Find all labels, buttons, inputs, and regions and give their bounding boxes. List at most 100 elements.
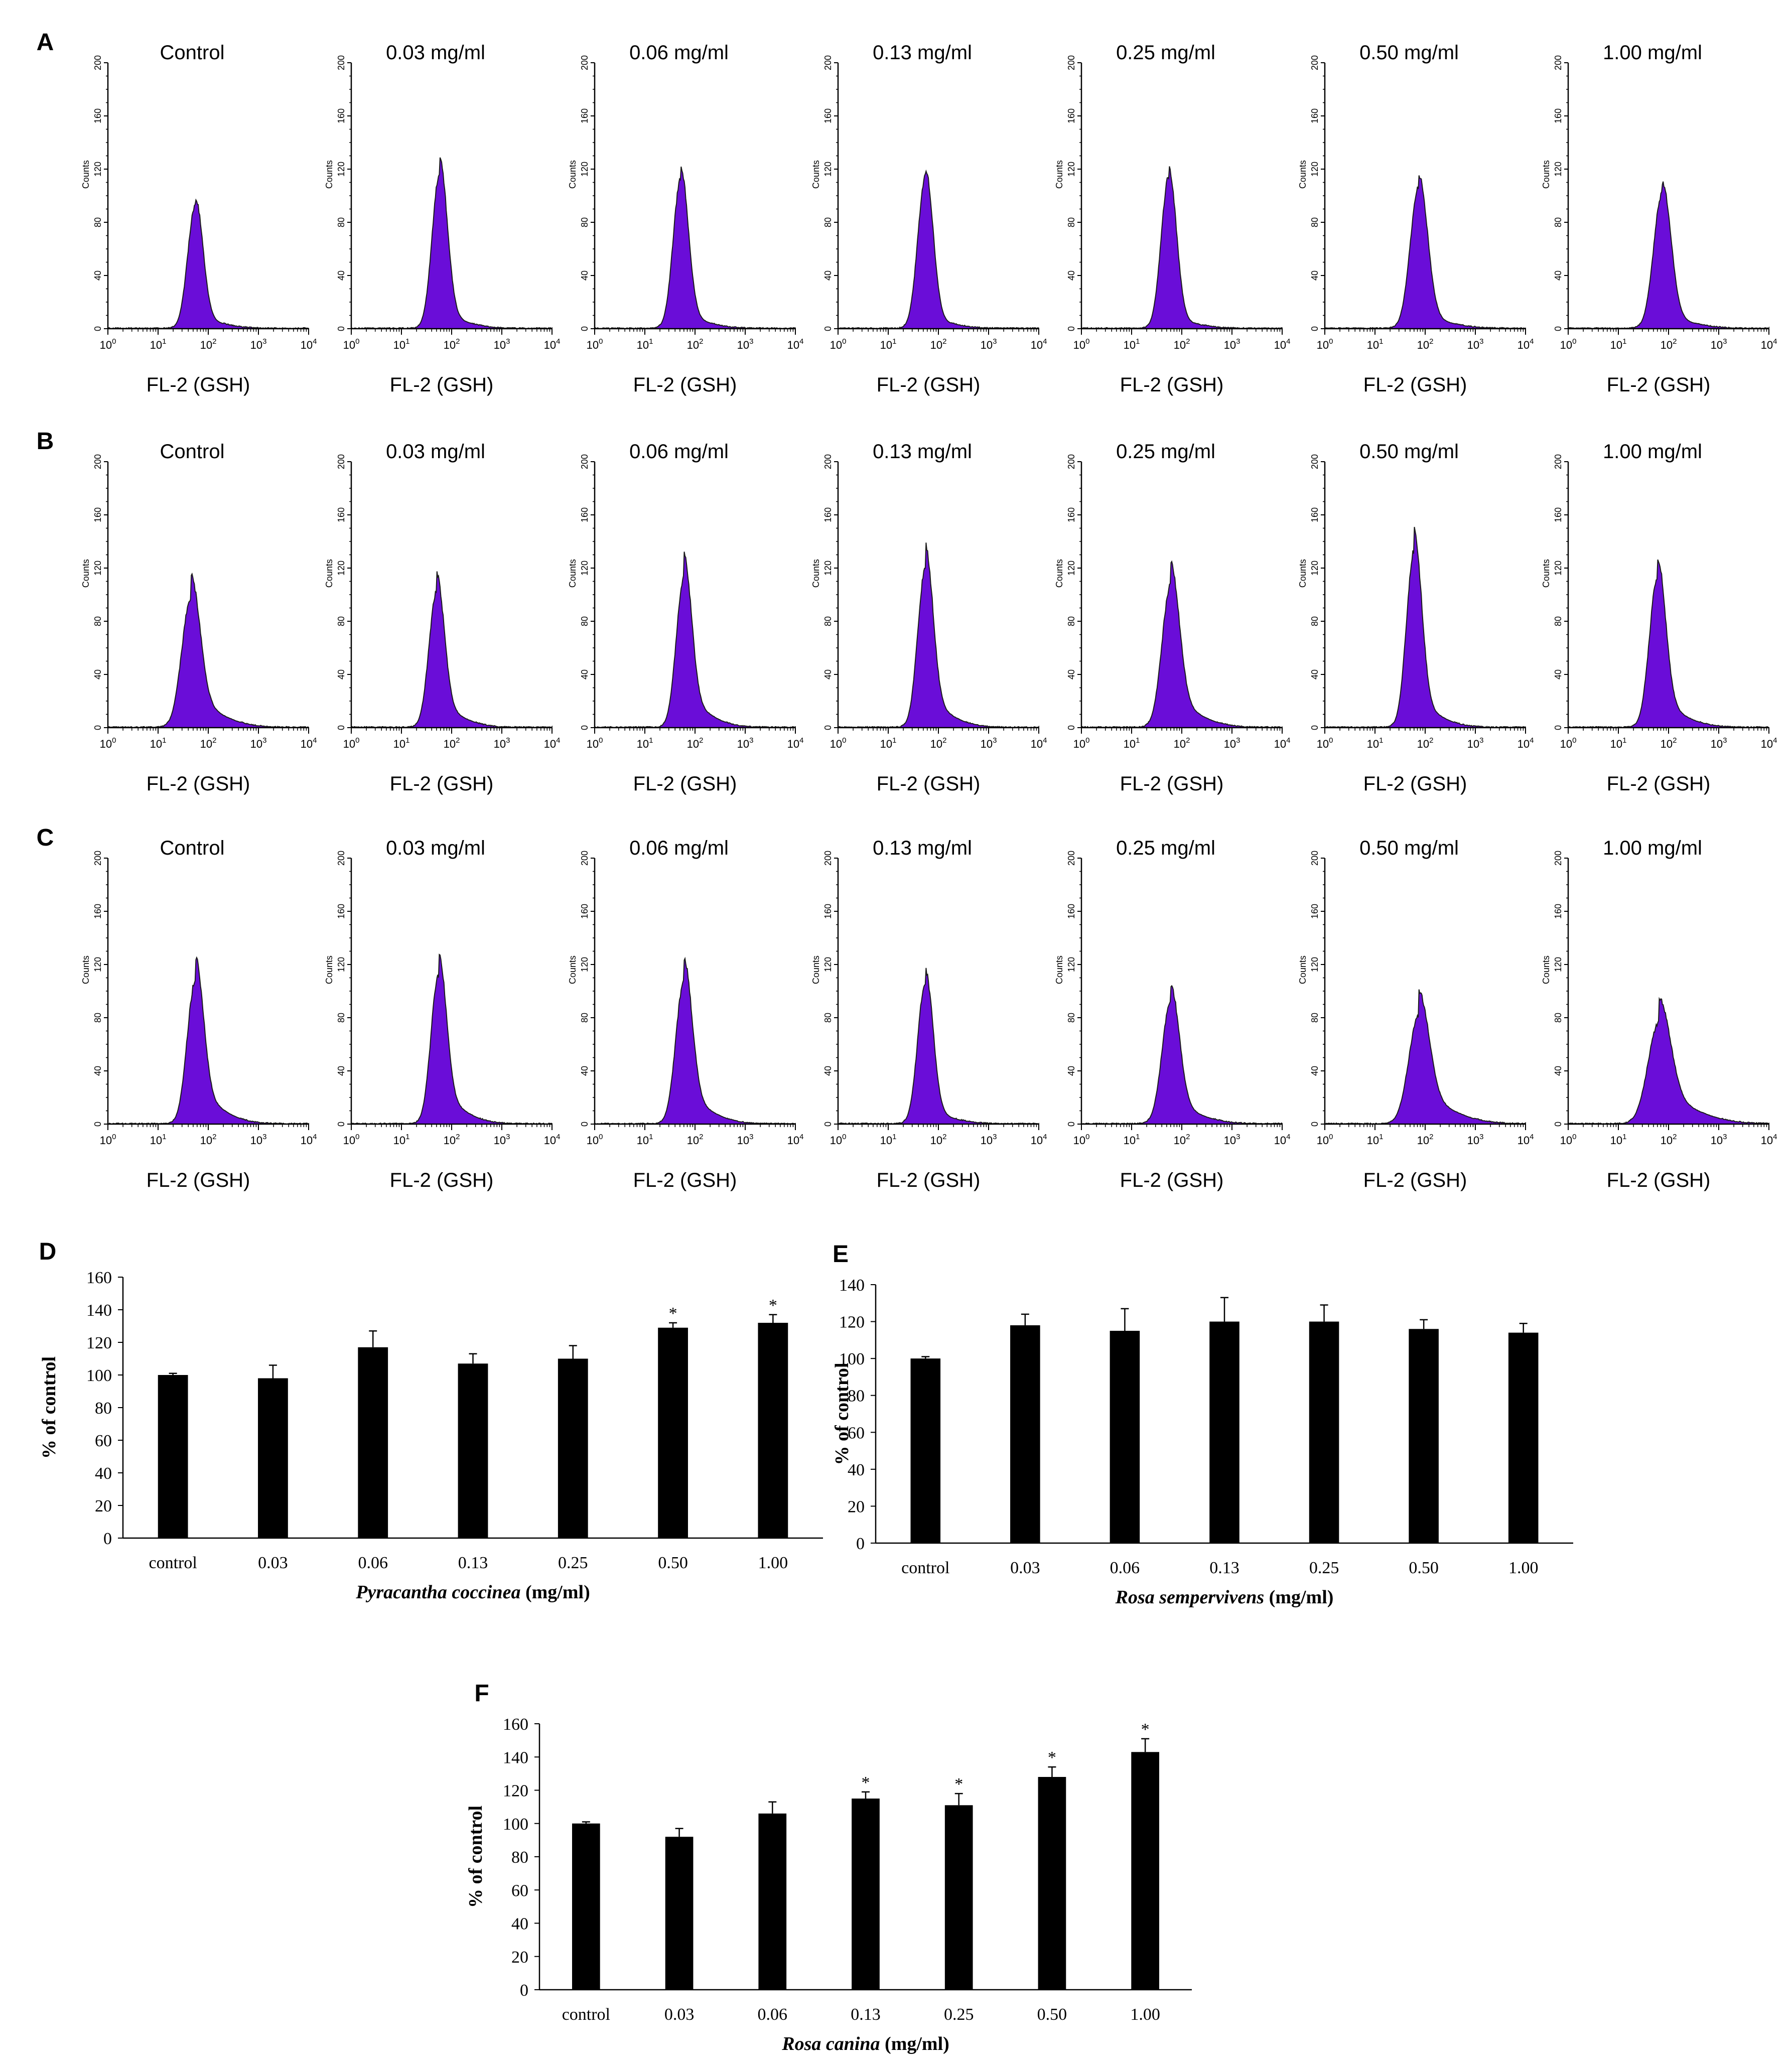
x-axis-label-unit: (mg/ml) [880, 2033, 949, 2054]
y-tick-label: 0 [93, 326, 103, 331]
x-tick-label: 100 [1317, 736, 1333, 750]
x-tick-base: 10 [587, 339, 599, 351]
x-tick-label: 103 [1711, 337, 1727, 351]
category-label: 0.25 [1309, 1559, 1339, 1577]
y-tick-label: 200 [1066, 851, 1076, 866]
y-tick-label: 160 [580, 108, 590, 123]
y-tick-label: 200 [823, 454, 833, 469]
y-tick-label: 0 [1553, 326, 1563, 331]
x-tick-label: 101 [1124, 337, 1140, 351]
histogram-title: 0.06 mg/ml [629, 837, 729, 859]
y-tick-label: 40 [336, 270, 346, 281]
x-tick-base: 10 [1661, 1134, 1673, 1147]
x-tick-base: 10 [1417, 1134, 1429, 1147]
y-tick-label: 160 [1310, 507, 1320, 522]
bar [1508, 1332, 1539, 1543]
x-tick-label: 104 [1031, 337, 1047, 351]
y-tick-label: 40 [1310, 270, 1320, 281]
x-tick-label: 104 [1031, 736, 1047, 750]
y-tick-label: 40 [580, 669, 590, 679]
x-tick-exponent: 0 [1085, 736, 1089, 745]
x-tick-base: 10 [1073, 738, 1085, 750]
x-axis-label: FL-2 (GSH) [1363, 1169, 1467, 1191]
x-tick-base: 10 [830, 738, 842, 750]
x-tick-exponent: 0 [1329, 337, 1333, 346]
y-axis-label: Counts [811, 160, 821, 189]
x-tick-exponent: 2 [456, 337, 460, 346]
y-tick-label: 20 [848, 1497, 865, 1516]
x-tick-exponent: 1 [1622, 1133, 1626, 1141]
x-tick-base: 10 [1317, 738, 1329, 750]
histogram-peak [1081, 985, 1283, 1125]
bar [665, 1837, 694, 1990]
x-tick-exponent: 4 [1043, 1133, 1047, 1141]
y-tick-label: 80 [580, 217, 590, 227]
y-tick-label: 120 [823, 957, 833, 972]
panel-label-d: D [39, 1238, 57, 1265]
y-tick-label: 120 [503, 1782, 528, 1801]
x-tick-base: 10 [1031, 738, 1043, 750]
x-tick-label: 102 [1174, 337, 1190, 351]
x-tick-exponent: 0 [599, 337, 603, 346]
x-tick-exponent: 0 [842, 337, 846, 346]
x-tick-label: 103 [1224, 337, 1240, 351]
histogram-title: 0.06 mg/ml [629, 441, 729, 463]
y-tick-label: 0 [823, 725, 833, 730]
x-tick-exponent: 0 [355, 337, 359, 346]
y-tick-label: 160 [1310, 904, 1320, 919]
y-tick-label: 160 [93, 904, 103, 919]
bar [358, 1347, 388, 1538]
x-tick-label: 102 [1174, 736, 1190, 750]
x-tick-base: 10 [787, 339, 799, 351]
x-tick-exponent: 4 [313, 337, 317, 346]
x-axis-label: FL-2 (GSH) [633, 1169, 737, 1191]
y-tick-label: 0 [336, 725, 346, 730]
x-tick-exponent: 0 [1329, 736, 1333, 745]
y-tick-label: 0 [580, 326, 590, 331]
x-tick-label: 102 [444, 337, 460, 351]
y-tick-label: 140 [839, 1276, 865, 1295]
x-tick-exponent: 1 [649, 736, 653, 745]
x-tick-base: 10 [787, 1134, 799, 1147]
y-tick-label: 160 [336, 108, 346, 123]
y-tick-label: 0 [580, 1122, 590, 1127]
x-tick-base: 10 [343, 738, 355, 750]
x-tick-exponent: 3 [506, 736, 510, 745]
x-tick-exponent: 0 [599, 736, 603, 745]
x-tick-label: 101 [393, 736, 410, 750]
x-tick-base: 10 [393, 738, 405, 750]
y-tick-label: 40 [1066, 669, 1076, 679]
category-label: 0.13 [458, 1554, 488, 1572]
y-tick-label: 160 [823, 108, 833, 123]
x-tick-label: 100 [1560, 1133, 1577, 1147]
x-tick-label: 104 [787, 337, 804, 351]
y-tick-label: 20 [95, 1497, 112, 1515]
x-tick-label: 103 [1224, 736, 1240, 750]
x-tick-label: 101 [1367, 337, 1384, 351]
x-tick-base: 10 [1560, 1134, 1572, 1147]
bar [944, 1805, 973, 1990]
y-tick-label: 0 [823, 1122, 833, 1127]
x-tick-exponent: 4 [1043, 337, 1047, 346]
y-tick-label: 0 [336, 1122, 346, 1127]
y-tick-label: 80 [93, 217, 103, 227]
histogram-peak [838, 542, 1039, 729]
x-tick-base: 10 [1124, 738, 1136, 750]
y-tick-label: 160 [823, 904, 833, 919]
y-tick-label: 160 [93, 507, 103, 522]
y-tick-label: 0 [1066, 326, 1076, 331]
x-tick-exponent: 4 [313, 1133, 317, 1141]
y-tick-label: 200 [1553, 851, 1563, 866]
x-tick-base: 10 [494, 738, 506, 750]
y-tick-label: 120 [580, 957, 590, 972]
x-tick-exponent: 0 [112, 736, 116, 745]
x-tick-exponent: 2 [1186, 1133, 1190, 1141]
y-tick-label: 120 [1066, 561, 1076, 576]
x-tick-label: 100 [1560, 337, 1577, 351]
x-tick-label: 103 [494, 736, 510, 750]
y-axis-label: Counts [324, 160, 334, 189]
